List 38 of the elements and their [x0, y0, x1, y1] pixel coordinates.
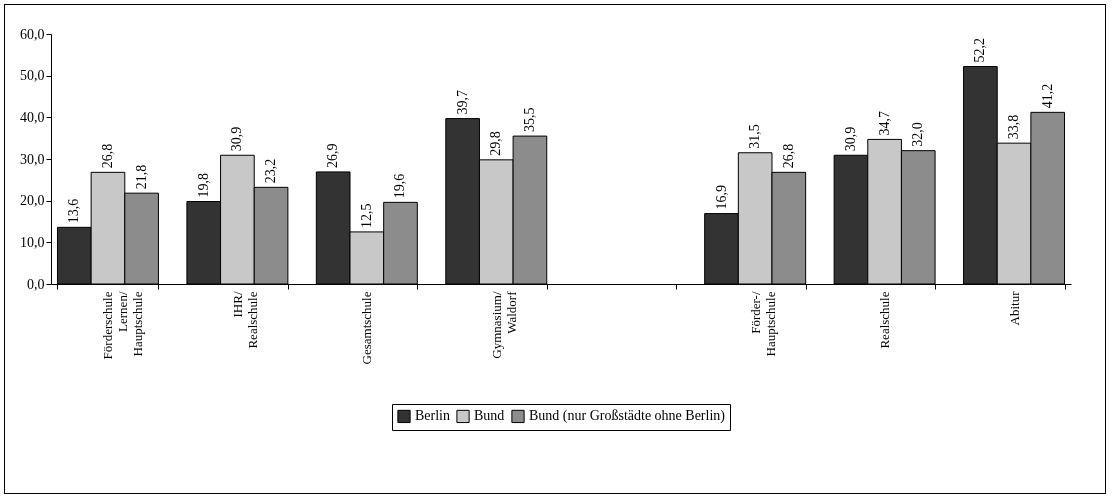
x-tick-label: Gymnasium/ Waldorf: [488, 290, 519, 359]
legend-label: Bund: [474, 408, 505, 424]
data-label: 26,8: [780, 143, 796, 169]
data-label: 26,9: [325, 143, 341, 168]
x-tick-label: Abitur: [1006, 290, 1022, 326]
data-label: 13,6: [66, 198, 82, 224]
data-label: 33,8: [1006, 114, 1022, 140]
legend-label: Bund (nur Großstädte ohne Berlin): [529, 408, 726, 425]
x-tick-label: Förder-/ Hauptschule: [747, 291, 778, 357]
data-label: 12,5: [358, 203, 374, 228]
x-tick-label: Realschule: [877, 291, 893, 349]
data-label: 26,8: [99, 143, 115, 169]
data-label: 30,9: [842, 126, 858, 152]
legend-label: Berlin: [415, 408, 450, 424]
y-tick-label: 50,0: [20, 68, 45, 84]
y-tick-label: 60,0: [20, 26, 45, 42]
y-tick-label: 0,0: [27, 276, 45, 292]
x-tick-label: Förderschule Lernen/ Hauptschule: [100, 291, 146, 360]
data-label: 41,2: [1039, 83, 1055, 109]
x-tick-label: IHR/ Realschule: [229, 291, 260, 349]
data-label: 21,8: [133, 164, 149, 190]
data-label: 52,2: [972, 38, 988, 63]
data-label: 30,9: [229, 126, 245, 152]
data-label: 32,0: [910, 122, 926, 147]
data-label: 29,8: [488, 131, 504, 156]
x-tick-label: Gesamtschule: [359, 291, 375, 365]
data-label: 19,6: [392, 173, 408, 199]
data-label: 19,8: [195, 173, 211, 198]
data-label: 16,9: [713, 185, 729, 210]
y-tick-label: 20,0: [20, 193, 45, 209]
y-tick-label: 10,0: [20, 234, 45, 250]
data-label: 39,7: [454, 90, 470, 115]
y-tick-label: 30,0: [20, 151, 45, 167]
data-label: 23,2: [263, 158, 279, 184]
data-label: 34,7: [876, 110, 892, 136]
y-tick-label: 40,0: [20, 109, 45, 125]
data-label: 35,5: [521, 107, 537, 133]
data-label: 31,5: [747, 124, 763, 149]
